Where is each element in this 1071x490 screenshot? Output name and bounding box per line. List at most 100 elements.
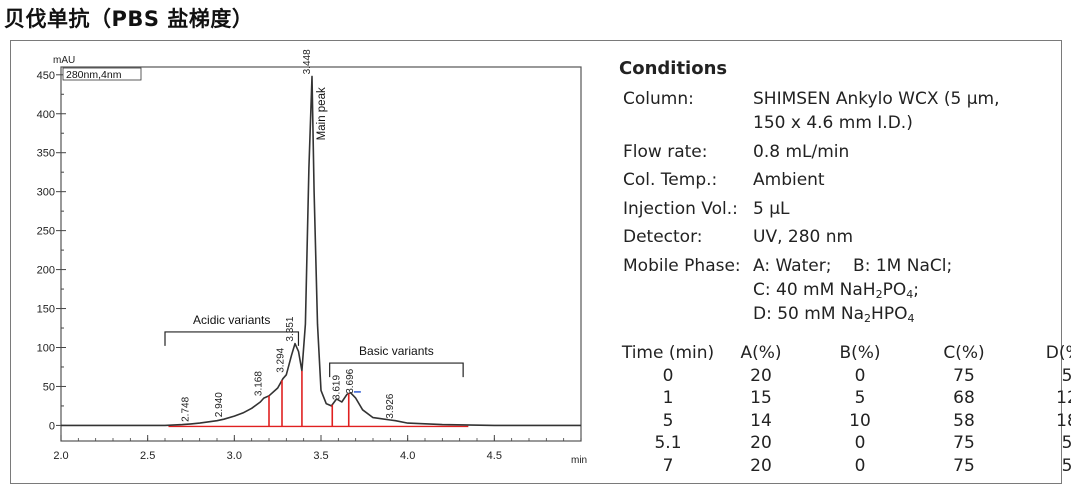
column-value-line1: SHIMSEN Ankylo WCX (5 μm,	[753, 89, 1000, 109]
column-value: SHIMSEN Ankylo WCX (5 μm, 150 x 4.6 mm I…	[753, 87, 1038, 135]
gradient-row: 5.1 20 0 75 5	[620, 432, 1071, 455]
gradient-table: Time (min) A(%) B(%) C(%) D(%) 0 20 0 75…	[620, 342, 1071, 478]
peak-label: 3.168	[254, 371, 265, 396]
gradient-row: 5 14 10 58 18	[620, 410, 1071, 433]
cell-d: 5	[1061, 433, 1071, 454]
figure-panel	[10, 40, 1062, 484]
column-value-line2: 150 x 4.6 mm I.D.)	[753, 113, 913, 133]
column-label: Column:	[623, 89, 694, 109]
gradient-header-row: Time (min) A(%) B(%) C(%) D(%)	[620, 342, 1071, 365]
detector-value: UV, 280 nm	[753, 227, 854, 247]
injection-value: 5 μL	[753, 198, 790, 219]
peak-label: 3.294	[275, 347, 286, 372]
y-tick-label: 50	[43, 381, 55, 393]
x-tick-label: 3.0	[227, 450, 242, 462]
y-tick-label: 250	[37, 226, 55, 238]
flow-value: 0.8 mL/min	[753, 141, 850, 162]
peak-label: 3.619	[332, 375, 343, 400]
y-axis-label: mAU	[53, 55, 75, 66]
cell-d: 5	[1061, 455, 1071, 476]
gradient-row: 0 20 0 75 5	[620, 365, 1071, 388]
header-b: B(%)	[839, 343, 881, 363]
x-axis-label: min	[571, 455, 587, 466]
mobile-phase-value: A: Water; B: 1M NaCl; C: 40 mM NaH2PO4; …	[753, 254, 1038, 326]
injection-row: Injection Vol.: 5 μL	[618, 197, 1038, 221]
cell-b: 0	[854, 365, 866, 386]
cell-a: 20	[750, 455, 772, 476]
x-tick-label: 3.5	[313, 450, 328, 462]
y-tick-label: 450	[37, 70, 55, 82]
mp-d-sub1: 2	[864, 311, 872, 325]
cell-d: 12	[1056, 388, 1071, 409]
peak-label: 3.448	[302, 49, 313, 74]
mobile-phase-label: Mobile Phase:	[623, 255, 741, 276]
cell-d: 5	[1061, 365, 1071, 386]
cell-c: 68	[953, 388, 975, 409]
acidic-variants-label: Acidic variants	[193, 313, 270, 327]
channel-label-box	[62, 67, 142, 81]
cell-a: 14	[750, 410, 772, 431]
peak-label: 2.940	[214, 392, 225, 417]
cell-c: 75	[953, 365, 975, 386]
cell-b: 5	[854, 388, 866, 409]
y-tick-label: 200	[37, 265, 55, 277]
cell-a: 20	[750, 433, 772, 454]
temp-value: Ambient	[753, 170, 825, 190]
mp-d-prefix: D: 50 mM Na	[753, 303, 865, 324]
flow-label: Flow rate:	[623, 141, 708, 162]
flow-row: Flow rate: 0.8 mL/min	[618, 140, 1038, 164]
column-row: Column: SHIMSEN Ankylo WCX (5 μm, 150 x …	[618, 87, 1038, 135]
peak-label: 3.696	[345, 368, 356, 393]
mp-c-mid: PO	[882, 279, 907, 300]
cell-time: 1	[662, 388, 674, 409]
cell-b: 0	[854, 433, 866, 454]
chromatogram-chart: mAU min 0 50 100 150 200 250 300 350 400 450 2.0 2.5 3…	[37, 49, 587, 466]
y-tick-label: 0	[49, 420, 55, 432]
temp-row: Col. Temp.: Ambient	[618, 168, 1038, 192]
peak-label: 2.748	[181, 396, 192, 421]
mobile-phase-d: D: 50 mM Na2HPO4	[753, 302, 1038, 326]
injection-label: Injection Vol.:	[623, 198, 738, 219]
temp-label: Col. Temp.:	[623, 170, 718, 190]
cell-time: 5.1	[654, 433, 682, 454]
channel-label: 280nm,4nm	[66, 69, 122, 81]
acidic-bracket	[164, 331, 300, 346]
mp-c-prefix: C: 40 mM NaH	[753, 279, 876, 300]
cell-c: 58	[953, 410, 975, 431]
x-tick-label: 2.5	[140, 450, 155, 462]
chromatogram-trace	[61, 75, 581, 427]
basic-bracket	[329, 362, 464, 378]
cell-c: 75	[953, 433, 975, 454]
mp-c-sub2: 4	[906, 287, 914, 301]
mobile-phase-row: Mobile Phase: A: Water; B: 1M NaCl; C: 4…	[618, 254, 1038, 326]
header-a: A(%)	[740, 343, 782, 363]
conditions-title: Conditions	[619, 58, 728, 79]
header-time: Time (min)	[621, 343, 715, 363]
peak-label: 3.351	[285, 316, 296, 341]
peak-label: 3.926	[385, 393, 396, 418]
mobile-phase-c: C: 40 mM NaH2PO4;	[753, 278, 1038, 302]
cell-b: 10	[849, 410, 871, 431]
cell-time: 5	[662, 410, 674, 431]
conditions-panel: Conditions Column: SHIMSEN Ankylo WCX (5…	[618, 58, 1038, 330]
cell-time: 0	[662, 365, 674, 386]
cell-a: 15	[750, 388, 772, 409]
main-peak-label: Main peak	[316, 87, 328, 140]
basic-variants-label: Basic variants	[359, 344, 434, 358]
header-d: D(%)	[1045, 343, 1071, 363]
y-tick-label: 150	[37, 304, 55, 316]
x-tick-label: 2.0	[53, 450, 68, 462]
cell-time: 7	[662, 455, 674, 476]
cell-a: 20	[750, 365, 772, 386]
y-tick-label: 300	[37, 187, 55, 199]
header-c: C(%)	[943, 343, 985, 363]
detector-label: Detector:	[623, 227, 703, 247]
y-tick-label: 100	[37, 343, 55, 355]
x-tick-label: 4.5	[487, 450, 502, 462]
gradient-row: 7 20 0 75 5	[620, 455, 1071, 478]
detector-row: Detector: UV, 280 nm	[618, 225, 1038, 249]
y-tick-label: 400	[37, 109, 55, 121]
mobile-phase-ab: A: Water; B: 1M NaCl;	[753, 255, 953, 276]
y-tick-label: 350	[37, 148, 55, 160]
cell-c: 75	[953, 455, 975, 476]
